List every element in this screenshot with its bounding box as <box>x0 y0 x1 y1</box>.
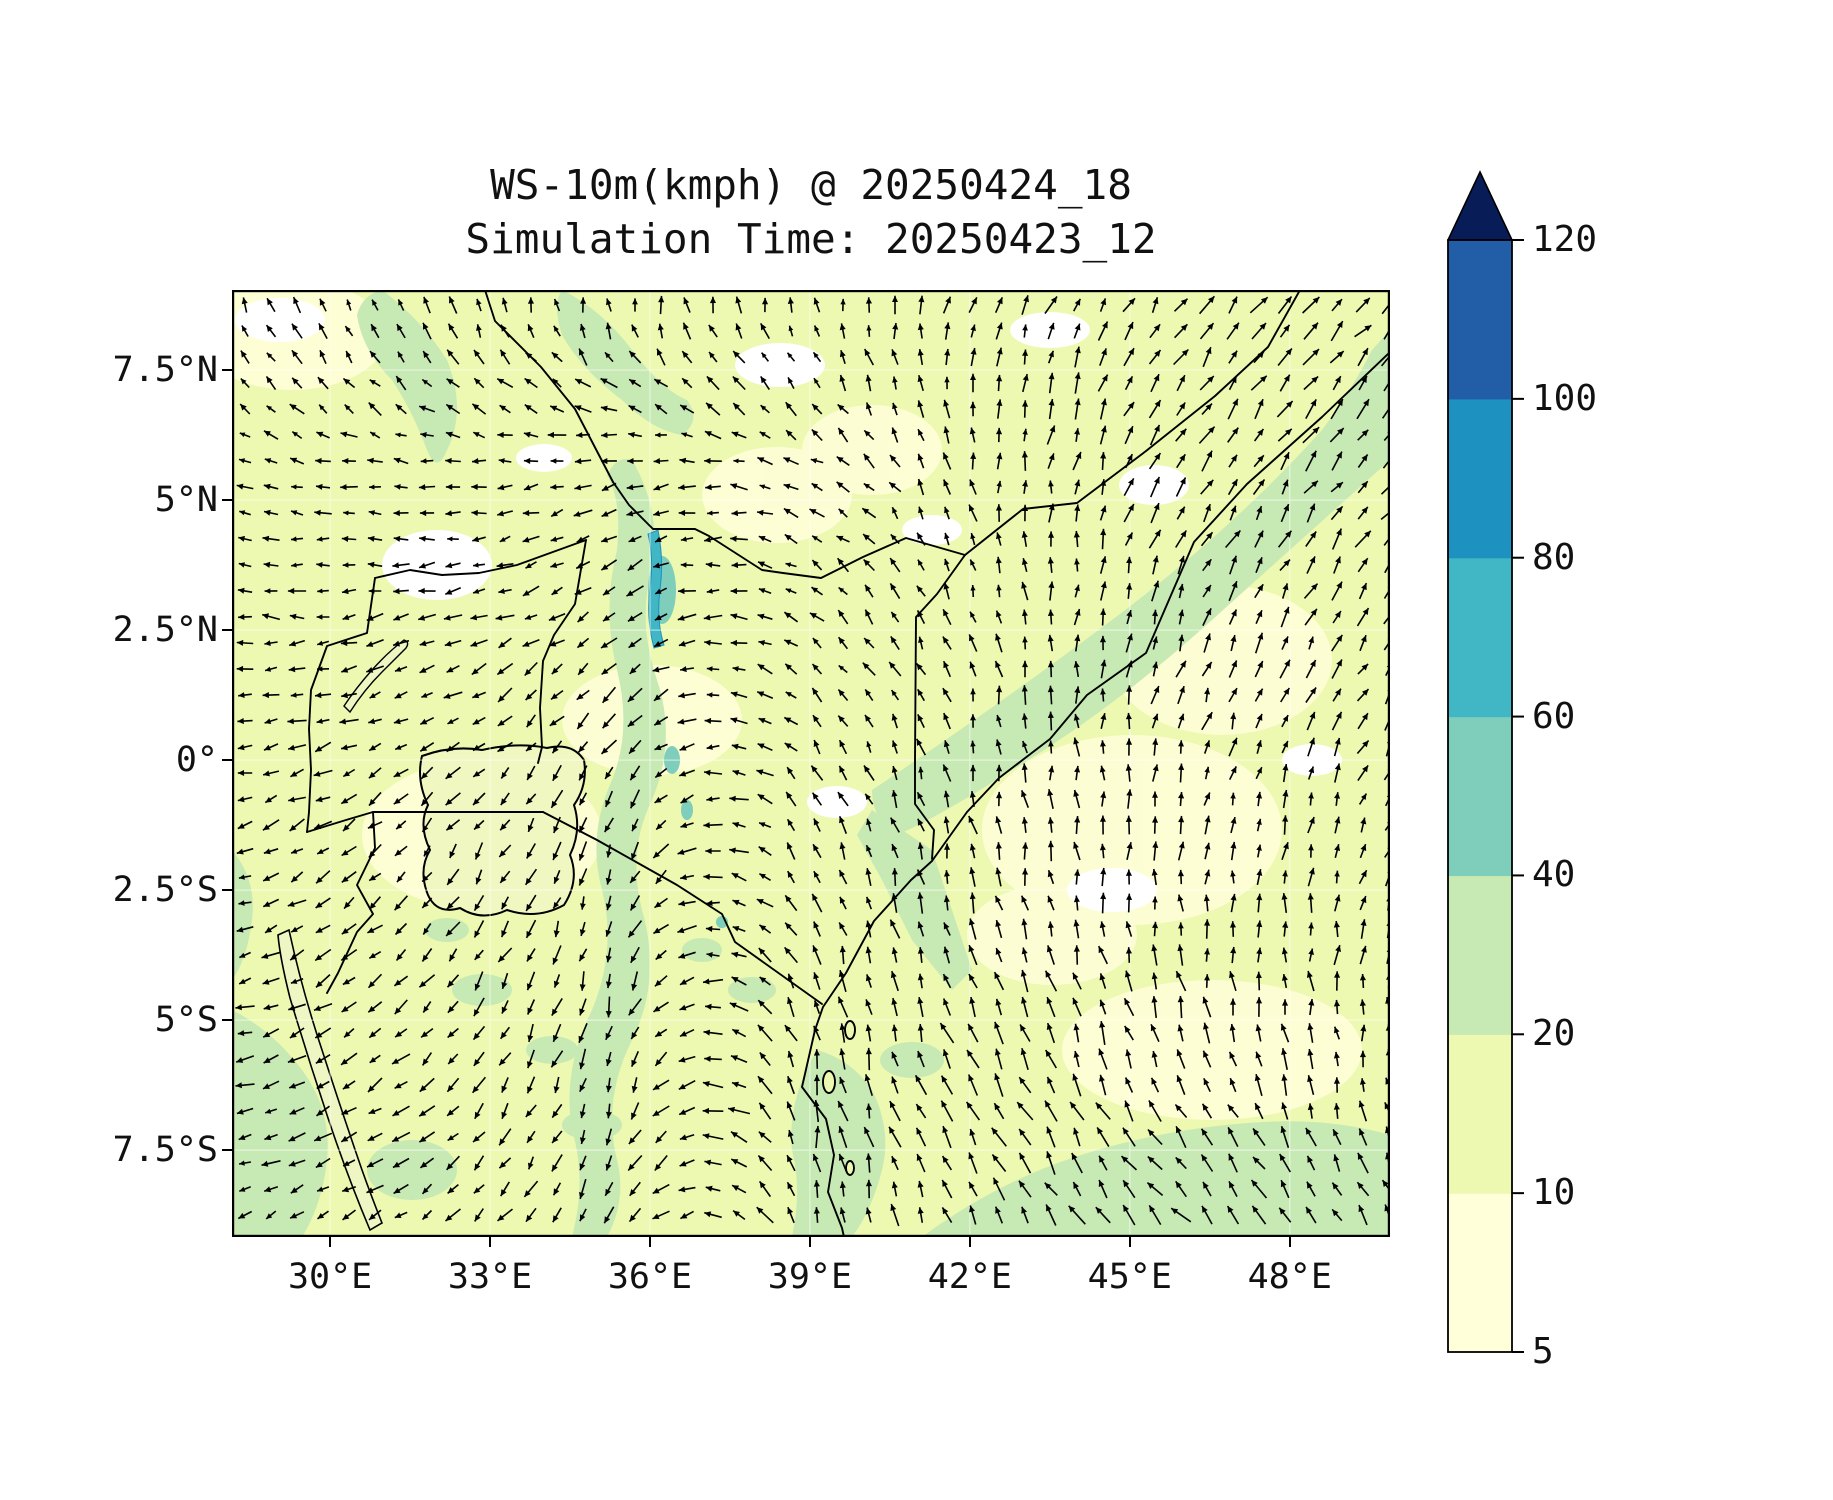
y-tick-label: 2.5°S <box>112 870 218 911</box>
colorbar-extend-triangle <box>1447 170 1514 241</box>
x-tick-mark <box>329 1237 332 1247</box>
colorbar-tick-label: 5 <box>1532 1331 1554 1372</box>
indian-ocean-coastline <box>801 351 1390 1237</box>
x-tick-mark <box>968 1237 971 1247</box>
chart-title-block: WS-10m(kmph) @ 20250424_18 Simulation Ti… <box>232 158 1390 266</box>
map-plot-area <box>232 290 1390 1237</box>
y-tick-label: 7.5°S <box>112 1130 218 1171</box>
x-tick-label: 42°E <box>927 1257 1013 1297</box>
colorbar-band-5-10 <box>1448 1193 1512 1353</box>
uganda-kenya-border <box>537 539 587 764</box>
burundi-tanzania-border <box>326 811 376 994</box>
uganda-south-sudan-border <box>374 539 587 579</box>
colorbar-tick-label: 60 <box>1532 695 1576 737</box>
x-tick-mark <box>1128 1237 1131 1247</box>
x-tick-label: 33°E <box>447 1257 533 1297</box>
y-tick-label: 5°S <box>154 1000 218 1041</box>
x-tick-label: 30°E <box>287 1257 373 1297</box>
lake-victoria <box>419 744 586 917</box>
lake-albert <box>343 639 409 714</box>
pemba-island <box>844 1020 856 1040</box>
y-tick-label: 7.5°N <box>112 350 218 391</box>
y-tick-mark <box>222 1019 232 1022</box>
quiver-arrow-shafts <box>235 295 1390 1227</box>
chart-subtitle: Simulation Time: 20250423_12 <box>465 215 1157 264</box>
colorbar-tick-label: 80 <box>1532 536 1576 578</box>
zanzibar-island <box>822 1070 836 1094</box>
y-tick-mark <box>222 759 232 762</box>
colorbar-band-20-40 <box>1448 875 1512 1035</box>
x-tick-mark <box>489 1237 492 1247</box>
x-tick-mark <box>648 1237 651 1247</box>
y-tick-mark <box>222 499 232 502</box>
colorbar-tick-label: 40 <box>1532 854 1576 896</box>
colorbar-band-80-100 <box>1448 398 1512 559</box>
colorbar-band-40-60 <box>1448 716 1512 877</box>
colorbar-band-10-20 <box>1448 1034 1512 1194</box>
ethiopia-kenya-border <box>612 481 966 579</box>
y-tick-mark <box>222 629 232 632</box>
colorbar-band-60-80 <box>1448 557 1512 718</box>
x-tick-label: 36°E <box>607 1257 693 1297</box>
mafia-island <box>845 1160 855 1176</box>
x-tick-mark <box>1288 1237 1291 1247</box>
colorbar-tick-label: 100 <box>1532 377 1598 419</box>
x-tick-label: 39°E <box>767 1257 853 1297</box>
colorbar-tick-label: 120 <box>1532 219 1598 260</box>
x-tick-mark <box>808 1237 811 1247</box>
wind-quiver-arrows <box>235 295 1390 1227</box>
chart-title: WS-10m(kmph) @ 20250424_18 <box>490 161 1132 209</box>
colorbar-tick-label: 20 <box>1532 1013 1576 1055</box>
axes-frame <box>232 290 1390 1237</box>
y-tick-label: 0° <box>175 740 218 781</box>
x-tick-label: 45°E <box>1087 1257 1172 1297</box>
colorbar-tick-label: 10 <box>1532 1172 1576 1214</box>
colorbar-outline <box>1447 239 1513 1353</box>
south-sudan-ethiopia-border <box>484 290 614 483</box>
colorbar-band-100-120 <box>1448 240 1512 400</box>
y-tick-label: 2.5°N <box>112 610 218 651</box>
drc-uganda-border <box>306 577 376 833</box>
y-tick-mark <box>222 369 232 372</box>
lake-turkana <box>647 529 665 649</box>
y-tick-mark <box>222 889 232 892</box>
country-borders <box>306 290 1390 1237</box>
kenya-somalia-border <box>914 554 966 860</box>
kenya-tanzania-border <box>542 811 823 1005</box>
y-tick-mark <box>222 1149 232 1152</box>
y-tick-label: 5°N <box>154 480 218 521</box>
x-tick-label: 48°E <box>1247 1257 1332 1297</box>
wind-speed-map <box>232 290 1390 1237</box>
colorbar <box>1447 170 1524 1353</box>
